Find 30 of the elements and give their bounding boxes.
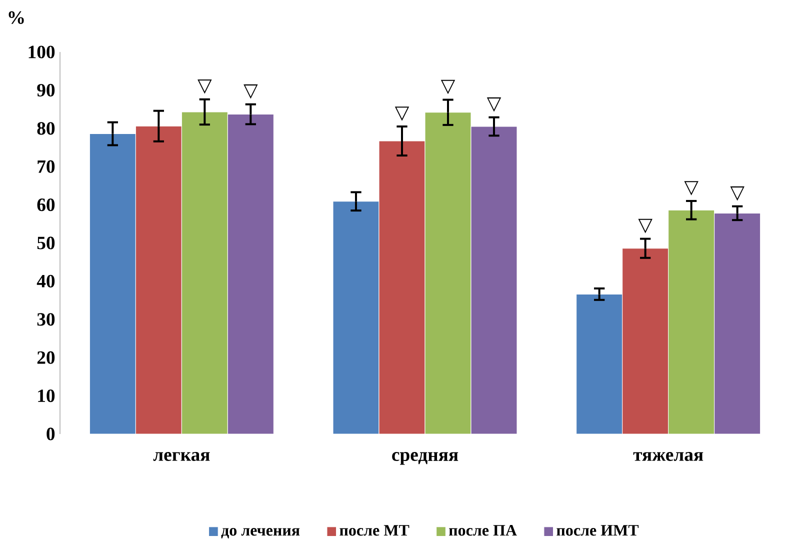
- bar: [714, 212, 761, 434]
- y-axis-title: %: [8, 11, 24, 24]
- legend-label: до лечения: [221, 528, 300, 538]
- y-tick-label: 20: [37, 351, 55, 364]
- annotation: ▽: [684, 181, 698, 196]
- y-tick-label: 80: [37, 122, 55, 135]
- y-tick-label: 90: [37, 84, 55, 96]
- y-tick-label: 70: [38, 160, 55, 173]
- annotation: ▽: [244, 84, 258, 99]
- legend-label: после ИМТ: [556, 525, 639, 536]
- y-tick-label: 40: [36, 274, 55, 288]
- y-tick-label: 30: [37, 313, 55, 326]
- x-tick-label: легкая: [153, 452, 210, 461]
- annotation: ▽: [638, 218, 652, 234]
- y-tick-label: 100: [28, 46, 55, 58]
- x-tick-label: тяжелая: [633, 452, 704, 461]
- bar: [470, 126, 518, 434]
- y-tick-label: 60: [37, 198, 55, 212]
- legend-label: после МТ: [340, 525, 410, 536]
- legend-label: после ПА: [449, 524, 517, 536]
- annotation: ▽: [486, 97, 502, 112]
- annotation: ▽: [730, 186, 744, 201]
- y-tick-label: 50: [37, 236, 55, 250]
- x-tick-label: средняя: [392, 452, 458, 465]
- y-tick-label: 10: [38, 389, 55, 402]
- y-tick-label: 0: [46, 428, 55, 440]
- annotation: ▽: [198, 79, 212, 94]
- annotation: ▽: [394, 106, 410, 121]
- annotation: ▽: [440, 80, 456, 94]
- bar: [227, 114, 274, 434]
